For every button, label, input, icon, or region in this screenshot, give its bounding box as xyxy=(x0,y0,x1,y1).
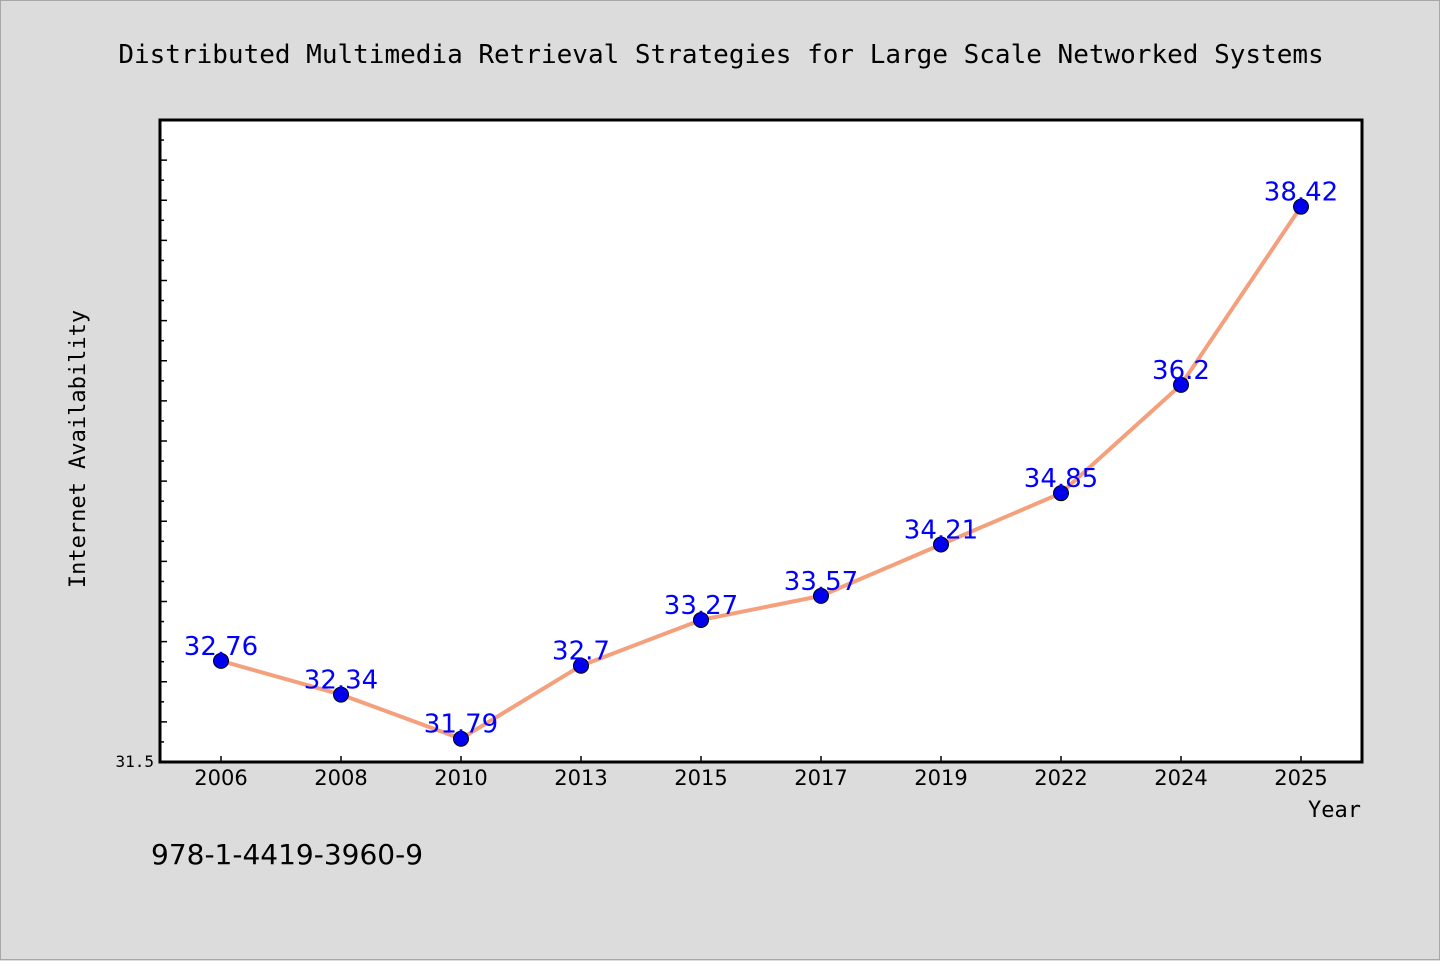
data-value-label: 38.42 xyxy=(1264,178,1338,208)
data-point-marker xyxy=(333,686,349,703)
y-tick-label: 31.5 xyxy=(115,752,154,771)
data-value-label: 32.34 xyxy=(304,666,378,696)
series-layer: 32.76 32.34 31.79 32.7 33.27 33.57 34.21 34.85 3… xyxy=(184,178,1338,747)
y-axis-ticks: 31.5 xyxy=(115,119,167,771)
series-line xyxy=(219,204,1303,741)
x-tick-label: 2025 xyxy=(1274,766,1327,790)
x-axis-label: Year xyxy=(1308,798,1361,823)
x-tick-label: 2013 xyxy=(554,766,607,790)
data-value-label: 34.21 xyxy=(904,516,978,546)
x-tick-label: 2019 xyxy=(914,766,967,790)
x-axis-ticks: 2006 2008 2010 2013 2015 2017 2019 2022 2024 2025 xyxy=(194,756,1328,790)
x-tick-label: 2010 xyxy=(434,766,487,790)
y-axis-label: Internet Availability xyxy=(66,310,91,588)
x-tick-label: 2008 xyxy=(314,766,367,790)
x-tick-label: 2006 xyxy=(194,766,247,790)
data-value-label: 36.2 xyxy=(1152,356,1210,386)
data-point-marker xyxy=(1293,198,1309,215)
data-point-marker xyxy=(813,587,829,604)
data-point-marker xyxy=(453,730,469,747)
data-value-label: 33.57 xyxy=(784,567,858,597)
data-point-marker xyxy=(573,657,589,674)
data-value-label: 33.27 xyxy=(664,591,738,621)
x-tick-label: 2022 xyxy=(1034,766,1087,790)
data-value-label: 31.79 xyxy=(424,710,498,740)
data-value-label: 32.7 xyxy=(552,637,610,667)
chart-title: Distributed Multimedia Retrieval Strateg… xyxy=(118,40,1323,70)
data-point-marker xyxy=(1173,376,1189,393)
data-point-marker xyxy=(933,536,949,553)
x-tick-label: 2017 xyxy=(794,766,847,790)
x-tick-label: 2015 xyxy=(674,766,727,790)
data-value-label: 32.76 xyxy=(184,632,258,662)
footer-code: 978-1-4419-3960-9 xyxy=(151,838,423,871)
x-tick-label: 2024 xyxy=(1154,766,1207,790)
plot-area xyxy=(158,118,1364,764)
data-point-marker xyxy=(213,652,229,669)
data-point-marker xyxy=(693,611,709,628)
data-value-label: 34.85 xyxy=(1024,464,1098,494)
data-point-marker xyxy=(1053,485,1069,502)
